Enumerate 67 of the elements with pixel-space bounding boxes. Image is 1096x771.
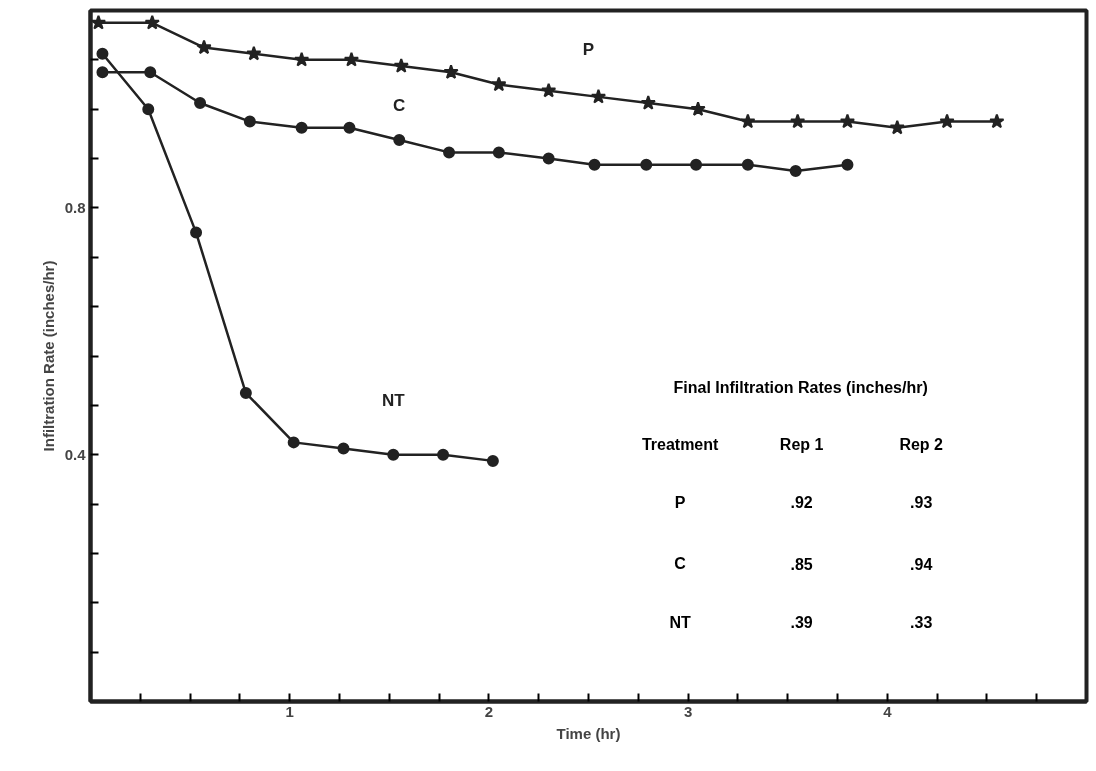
annotation: .92	[790, 494, 813, 512]
point	[246, 45, 262, 61]
annotation: Rep 2	[899, 435, 944, 453]
point	[293, 51, 310, 67]
annotation: NT	[669, 613, 692, 631]
point	[343, 51, 360, 67]
point	[387, 448, 400, 461]
point	[443, 146, 456, 159]
point	[196, 39, 212, 55]
point	[190, 226, 203, 239]
annotation: Treatment	[641, 435, 720, 453]
x-tick-label: 4	[883, 702, 893, 720]
point	[492, 146, 505, 159]
point	[437, 448, 450, 461]
point	[741, 158, 754, 171]
annotation: .93	[910, 494, 933, 512]
point	[989, 113, 1005, 129]
point	[491, 76, 507, 92]
point	[839, 113, 856, 129]
point	[590, 88, 607, 104]
annotation: .94	[910, 555, 933, 573]
point	[239, 387, 252, 400]
point	[295, 121, 308, 134]
x-axis-title: Time (hr)	[556, 724, 621, 742]
annotation: Rep 1	[779, 435, 824, 453]
y-axis-title: Infiltration Rate (inches/hr)	[39, 260, 57, 452]
x-tick-label: 3	[683, 702, 693, 720]
point	[541, 82, 557, 98]
point	[889, 119, 905, 135]
point	[690, 158, 703, 171]
point	[337, 442, 350, 455]
point	[690, 101, 706, 116]
point	[96, 66, 109, 79]
point	[393, 58, 409, 73]
point	[841, 158, 854, 171]
annotation: P	[674, 493, 686, 511]
point	[542, 152, 555, 165]
point	[740, 113, 756, 129]
annotation: .85	[790, 555, 813, 573]
series-label: C	[393, 96, 406, 116]
point	[194, 97, 207, 110]
x-tick-label: 1	[285, 702, 294, 720]
point	[142, 103, 155, 116]
point	[640, 95, 656, 110]
y-tick-label: 0.4	[64, 445, 87, 463]
point	[96, 47, 109, 60]
y-tick-label: 0.8	[64, 198, 86, 216]
series-label: P	[582, 39, 595, 59]
point	[144, 14, 160, 30]
point	[486, 454, 499, 467]
point	[790, 113, 806, 129]
point	[144, 66, 157, 79]
annotation: C	[674, 555, 687, 573]
point	[588, 158, 601, 171]
annotation: .39	[790, 614, 813, 632]
point	[243, 115, 256, 128]
x-tick-label: 2	[484, 702, 494, 720]
point	[789, 164, 802, 177]
text: NT	[381, 391, 406, 411]
point	[393, 134, 406, 147]
point	[443, 64, 459, 79]
point	[939, 113, 955, 129]
point	[640, 158, 653, 171]
point	[287, 436, 300, 449]
annotation: .33	[910, 614, 933, 632]
annotation: Final Infiltration Rates (inches/hr)	[673, 378, 928, 396]
point	[343, 121, 356, 134]
